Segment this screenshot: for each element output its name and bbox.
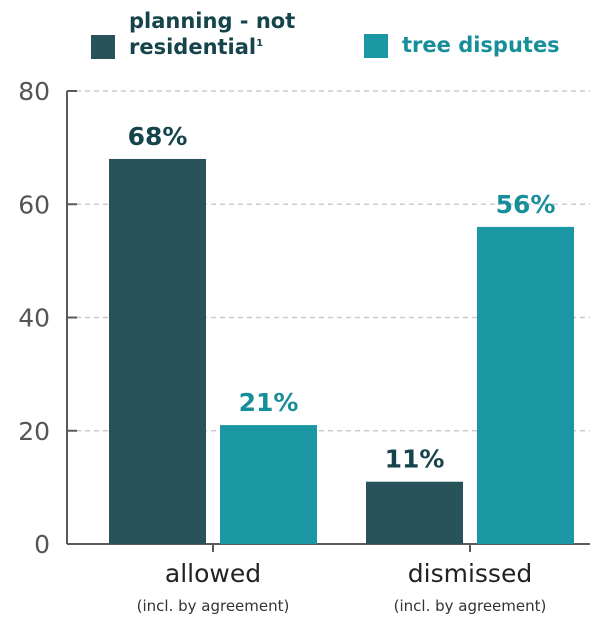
y-tick-label-80: 80: [18, 77, 50, 106]
x-category-label-allowed: allowed: [165, 559, 261, 588]
legend-item-planning: planning - not residential1: [91, 8, 295, 60]
legend-swatch-planning: [91, 35, 115, 59]
data-label-dismissed-series2: 56%: [496, 190, 556, 219]
y-tick-label-60: 60: [18, 190, 50, 219]
legend-label-planning-text: planning - not residential1: [129, 9, 296, 59]
y-tick-label-20: 20: [18, 417, 50, 446]
footnote-marker: 1: [256, 38, 264, 49]
data-label-allowed-series1: 68%: [128, 122, 188, 151]
x-category-sublabel-allowed: (incl. by agreement): [137, 597, 290, 615]
bar-allowed-series2: [220, 425, 317, 544]
y-tick-label-40: 40: [18, 304, 50, 333]
legend-label-planning: planning - not residential1: [129, 8, 295, 60]
x-category-sublabel-dismissed: (incl. by agreement): [394, 597, 547, 615]
legend: planning - not residential1 tree disputes: [0, 8, 601, 78]
data-label-dismissed-series1: 11%: [385, 445, 445, 474]
bar-dismissed-series2: [477, 226, 574, 544]
x-category-label-dismissed: dismissed: [408, 559, 532, 588]
data-label-allowed-series2: 21%: [239, 388, 299, 417]
y-tick-label-0: 0: [34, 530, 50, 559]
legend-swatch-tree-disputes: [364, 34, 388, 58]
bar-allowed-series1: [109, 158, 206, 544]
bar-dismissed-series1: [366, 481, 463, 544]
legend-item-tree-disputes: tree disputes: [364, 8, 560, 58]
legend-label-tree-disputes: tree disputes: [402, 33, 560, 57]
